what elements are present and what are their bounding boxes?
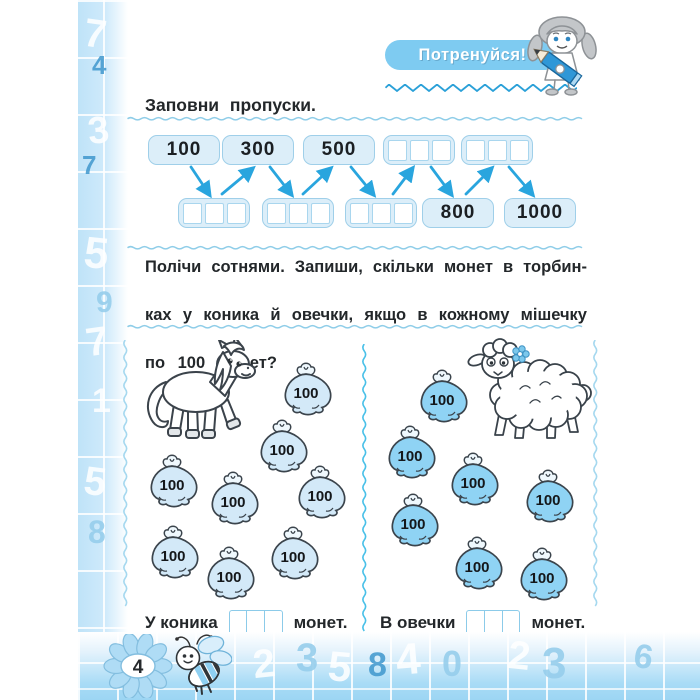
- chain-box-800: 800: [422, 198, 494, 228]
- page-number-flower: 4: [103, 634, 173, 698]
- bee-illustration: [175, 634, 232, 695]
- money-bag: 100: [145, 453, 199, 509]
- answer-horse: У коника монет.: [145, 610, 347, 636]
- footer-number: 5: [326, 642, 354, 691]
- money-bag: 100: [383, 424, 437, 480]
- chain-box-blank[interactable]: [178, 198, 250, 228]
- money-bag: 100: [266, 525, 320, 581]
- panel-left-wave: [123, 340, 128, 607]
- footer-number: 2: [505, 632, 533, 680]
- chain-box-blank[interactable]: [262, 198, 334, 228]
- chain-arrows: [189, 164, 536, 199]
- footer-number: 2: [250, 640, 278, 688]
- chain-box-100: 100: [148, 135, 220, 165]
- practice-badge-label: Потренуйся!: [418, 45, 527, 64]
- margin-number: 8: [88, 514, 106, 550]
- margin-number: 1: [92, 382, 111, 420]
- panel-right-wave: [593, 340, 598, 607]
- instruction-line: Полічи сотнями. Запиши, скільки монет в …: [145, 258, 587, 276]
- footer-number: 0: [442, 643, 463, 684]
- horse-illustration: [146, 340, 256, 439]
- badge-underline-zigzag: [385, 84, 577, 92]
- money-bag: 100: [415, 368, 469, 424]
- money-bag: 100: [202, 545, 256, 601]
- margin-number: 4: [92, 50, 107, 80]
- money-bag: 100: [446, 451, 500, 507]
- sheep-illustration: [467, 338, 592, 439]
- answer-horse-suffix: монет.: [293, 613, 348, 632]
- money-bag: 100: [521, 468, 575, 524]
- girl-with-pencil-illustration: [527, 16, 597, 96]
- exercise1-instruction: Заповни пропуски.: [145, 95, 316, 115]
- money-bag: 100: [279, 361, 333, 417]
- footer-number: 3: [296, 636, 319, 680]
- chain-box-300: 300: [222, 135, 294, 165]
- answer-horse-prefix: У коника: [145, 613, 218, 632]
- money-bag: 100: [386, 492, 440, 548]
- wavy-divider: [127, 116, 583, 121]
- margin-number: 7: [82, 150, 97, 180]
- margin-number: 9: [96, 286, 113, 319]
- footer-number: 8: [368, 646, 387, 684]
- left-margin-decor: [78, 0, 128, 636]
- flower-on-sheep: [512, 345, 530, 363]
- footer-number: 6: [631, 636, 656, 678]
- chain-box-500: 500: [303, 135, 375, 165]
- answer-sheep: В овечки монет.: [380, 610, 585, 636]
- money-bag: 100: [450, 535, 504, 591]
- instruction-line: ках у коника й овечки, якщо в кожному мі…: [145, 306, 587, 324]
- money-bag: 100: [515, 546, 569, 602]
- chain-box-blank[interactable]: [383, 135, 455, 165]
- answer-sheep-prefix: В овечки: [380, 613, 456, 632]
- chain-box-1000: 1000: [504, 198, 576, 228]
- panel-separator-wave: [362, 344, 367, 632]
- chain-box-blank[interactable]: [461, 135, 533, 165]
- margin-number: 5: [81, 227, 112, 280]
- money-bag: 100: [206, 470, 260, 526]
- exercise2-instruction: Полічи сотнями. Запиши, скільки монет в …: [145, 255, 587, 375]
- footer-number: 3: [542, 639, 567, 688]
- page-number: 4: [133, 657, 144, 678]
- chain-box-blank[interactable]: [345, 198, 417, 228]
- wavy-divider: [127, 324, 583, 329]
- money-bag: 100: [255, 418, 309, 474]
- margin-number: 3: [85, 109, 112, 153]
- wavy-divider: [127, 245, 583, 250]
- money-bag: 100: [146, 524, 200, 580]
- footer-number: 4: [393, 634, 423, 685]
- money-bag: 100: [293, 464, 347, 520]
- answer-sheep-suffix: монет.: [531, 613, 586, 632]
